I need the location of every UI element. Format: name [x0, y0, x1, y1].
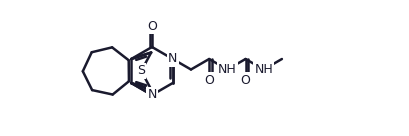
Text: NH: NH [254, 63, 273, 76]
Text: N: N [168, 52, 178, 66]
Text: S: S [137, 64, 145, 78]
Text: O: O [147, 19, 157, 33]
Text: O: O [204, 73, 214, 86]
Text: N: N [147, 89, 157, 101]
Text: O: O [240, 73, 250, 86]
Text: NH: NH [218, 63, 237, 76]
